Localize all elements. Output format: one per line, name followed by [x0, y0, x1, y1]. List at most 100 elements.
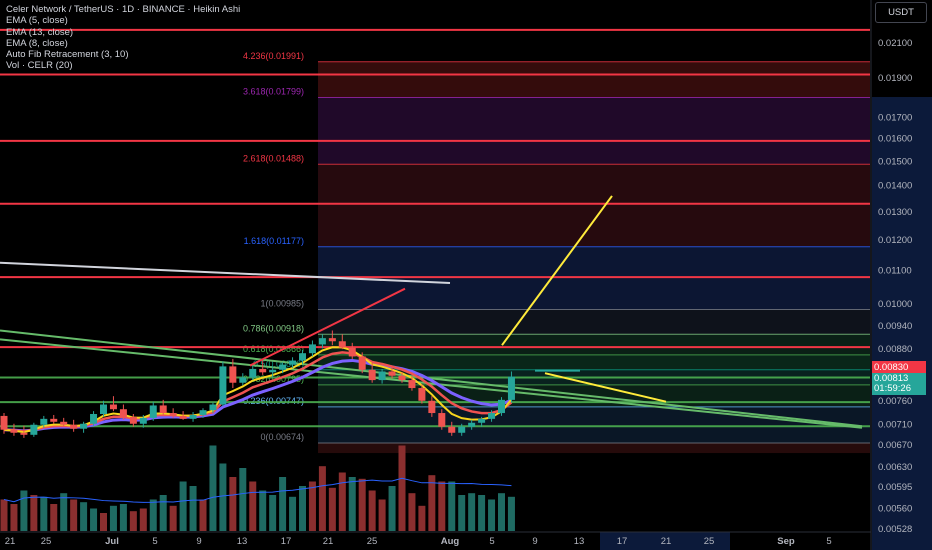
- volume-bar: [159, 495, 167, 531]
- legend-ema13[interactable]: EMA (13, close): [6, 26, 74, 38]
- candle-body: [279, 364, 287, 370]
- volume-bar: [328, 487, 336, 531]
- candle-body: [40, 418, 48, 425]
- fib-zone: [318, 406, 870, 444]
- volume-bar: [10, 504, 18, 531]
- volume-bar: [468, 493, 476, 531]
- volume-bar: [507, 496, 515, 531]
- yellow-down-line: [544, 372, 667, 403]
- legend-auto-fib[interactable]: Auto Fib Retracement (3, 10): [6, 49, 129, 61]
- time-tick-label: 5: [152, 536, 157, 547]
- time-tick-label: 25: [41, 536, 52, 547]
- volume-bar: [90, 508, 98, 531]
- time-tick-label: 25: [704, 536, 715, 547]
- volume-bar: [438, 481, 446, 531]
- candle-body: [0, 415, 8, 430]
- price-axis-highlight: [872, 97, 932, 550]
- candle-body: [289, 360, 297, 365]
- fib-zone: [318, 61, 870, 98]
- fib-zone: [318, 97, 870, 165]
- volume-bar: [60, 493, 68, 531]
- candle-body: [10, 429, 18, 433]
- fib-zone: [318, 164, 870, 247]
- candle-body: [428, 400, 436, 414]
- volume-bar: [269, 495, 277, 531]
- fib-level-label: 0(0.00674): [260, 432, 304, 442]
- volume-bar: [219, 463, 227, 531]
- candle-body: [259, 368, 267, 373]
- price-tick-label: 0.00528: [878, 524, 912, 535]
- volume-bar: [20, 490, 28, 531]
- legend-ema8[interactable]: EMA (8, close): [6, 37, 68, 49]
- time-tick-label: 9: [532, 536, 537, 547]
- candle-body: [169, 413, 177, 416]
- volume-bar: [308, 481, 316, 531]
- red-up-trendline: [249, 287, 406, 367]
- legend-volume[interactable]: Vol · CELR (20): [6, 60, 73, 72]
- volume-bar: [299, 486, 306, 531]
- countdown-timer: 01:59:26: [874, 383, 911, 394]
- candle-body: [368, 369, 376, 381]
- fib-level-label: 1.618(0.01177): [244, 236, 304, 246]
- volume-bar: [378, 499, 386, 531]
- price-tick-label: 0.00595: [878, 482, 912, 493]
- candle-body: [179, 415, 187, 419]
- ema-5-line: [3, 346, 513, 434]
- candle-body: [438, 413, 446, 427]
- fib-level-label: 2.618(0.01488): [243, 153, 304, 163]
- candle-body: [378, 371, 386, 381]
- fib-level-label: 0.618(0.00866): [243, 344, 304, 354]
- symbol-title[interactable]: Celer Network / TetherUS · 1D · BINANCE …: [6, 4, 241, 15]
- volume-bar: [368, 490, 376, 531]
- volume-bar: [209, 445, 217, 531]
- price-axis[interactable]: 0.02100 0.01900 0.01700 0.01600 0.01500 0.014…: [870, 0, 912, 550]
- fib-level-label: 3.618(0.01799): [243, 86, 304, 96]
- fib-zone: [318, 309, 870, 335]
- currency-button[interactable]: USDT: [875, 2, 927, 23]
- candle-body: [418, 388, 426, 401]
- candle-body: [328, 338, 336, 342]
- price-tick-label: 0.01000: [878, 299, 912, 310]
- candle-body: [448, 426, 456, 433]
- candle-body: [358, 356, 366, 370]
- volume-bar: [318, 466, 326, 531]
- price-tick-label: 0.01300: [878, 207, 912, 218]
- candle-body: [488, 413, 496, 419]
- legend-ema5[interactable]: EMA (5, close): [6, 15, 68, 27]
- price-tick-label: 0.00760: [878, 396, 912, 407]
- candle-body: [70, 424, 78, 429]
- price-tick-label: 0.01400: [878, 181, 912, 192]
- fib-zone: [318, 443, 870, 454]
- time-axis[interactable]: 21 25 Jul 5 9 13 17 21 25 Aug 5 9 13 17 21 25 Sep 5: [0, 531, 871, 547]
- green-trendline: [0, 338, 863, 429]
- time-tick-label: 5: [489, 536, 494, 547]
- candle-body: [149, 405, 157, 418]
- candle-body: [129, 416, 137, 424]
- candle-body: [478, 418, 486, 423]
- volume-bar: [358, 478, 366, 531]
- fib-level-label: 0.786(0.00918): [243, 323, 304, 333]
- volume-bar: [488, 499, 496, 531]
- volume-bars: [0, 445, 515, 531]
- current-price-value: 0.00813: [874, 373, 909, 384]
- candle-body: [159, 405, 167, 414]
- candle-body: [50, 418, 58, 422]
- indicator-legend: Celer Network / TetherUS · 1D · BINANCE …: [6, 4, 240, 72]
- fib-level-label: 0.382(0.00795): [243, 374, 304, 384]
- volume-bar: [498, 493, 505, 531]
- candle-body: [199, 410, 207, 415]
- candle-body: [468, 422, 476, 427]
- volume-bar: [249, 481, 257, 531]
- volume-bar: [0, 499, 8, 531]
- ema-13-line: [3, 358, 513, 433]
- volume-bar: [169, 505, 177, 531]
- trend-lines: [0, 195, 863, 429]
- volume-bar: [239, 468, 247, 531]
- candle-body: [30, 424, 38, 435]
- candle-body: [338, 341, 346, 348]
- volume-bar: [80, 502, 88, 531]
- volume-bar: [179, 481, 187, 531]
- price-tick-label: 0.00710: [878, 420, 912, 431]
- candle-body: [189, 414, 197, 419]
